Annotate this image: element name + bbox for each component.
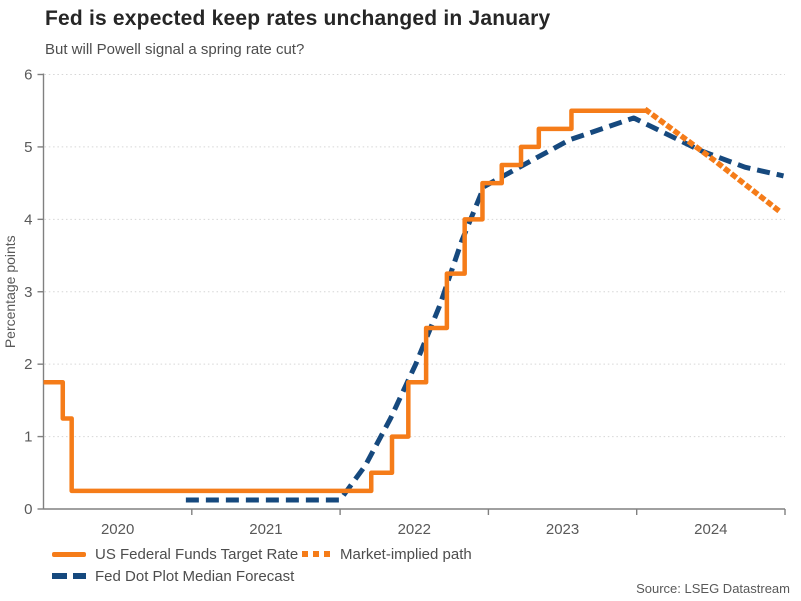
legend-column-2: Market-implied path	[302, 543, 472, 565]
dotted-line-swatch-icon	[302, 551, 331, 557]
source-credit: Source: LSEG Datastream	[636, 581, 790, 596]
chart-subtitle: But will Powell signal a spring rate cut…	[45, 41, 305, 58]
y-tick-label: 0	[24, 501, 32, 518]
y-tick-label: 4	[24, 211, 32, 228]
legend-label-fed-funds: US Federal Funds Target Rate	[95, 545, 299, 563]
x-tick-label: 2020	[101, 521, 134, 538]
chart-plot-area: 0 1 2 3 4 5 6 2020 2021 2022 2023 2024 Percentage po…	[2, 67, 786, 538]
y-tick-label: 6	[24, 67, 32, 84]
x-tick-label: 2024	[694, 521, 727, 538]
x-tick-label: 2022	[398, 521, 431, 538]
x-tick-label: 2023	[546, 521, 579, 538]
y-tick-label: 3	[24, 284, 32, 301]
solid-line-swatch-icon	[52, 551, 86, 557]
chart-title: Fed is expected keep rates unchanged in …	[45, 7, 551, 30]
dashed-line-swatch-icon	[52, 573, 86, 579]
legend-label-dot-plot: Fed Dot Plot Median Forecast	[95, 567, 295, 585]
legend-item-market-path: Market-implied path	[302, 543, 472, 565]
dot-plot-median-forecast-line	[185, 115, 785, 503]
market-implied-path-line	[643, 106, 785, 216]
y-tick-label: 2	[24, 356, 32, 373]
fed-funds-target-rate-line	[43, 108, 648, 494]
y-axis-title: Percentage points	[2, 235, 18, 348]
legend-label-market-path: Market-implied path	[340, 545, 472, 563]
y-tick-label: 1	[24, 429, 32, 446]
x-tick-label: 2021	[249, 521, 282, 538]
legend-item-fed-funds: US Federal Funds Target Rate	[52, 543, 298, 565]
legend: US Federal Funds Target Rate Fed Dot Plo…	[52, 543, 298, 587]
y-tick-label: 5	[24, 139, 32, 156]
legend-item-dot-plot: Fed Dot Plot Median Forecast	[52, 565, 298, 587]
